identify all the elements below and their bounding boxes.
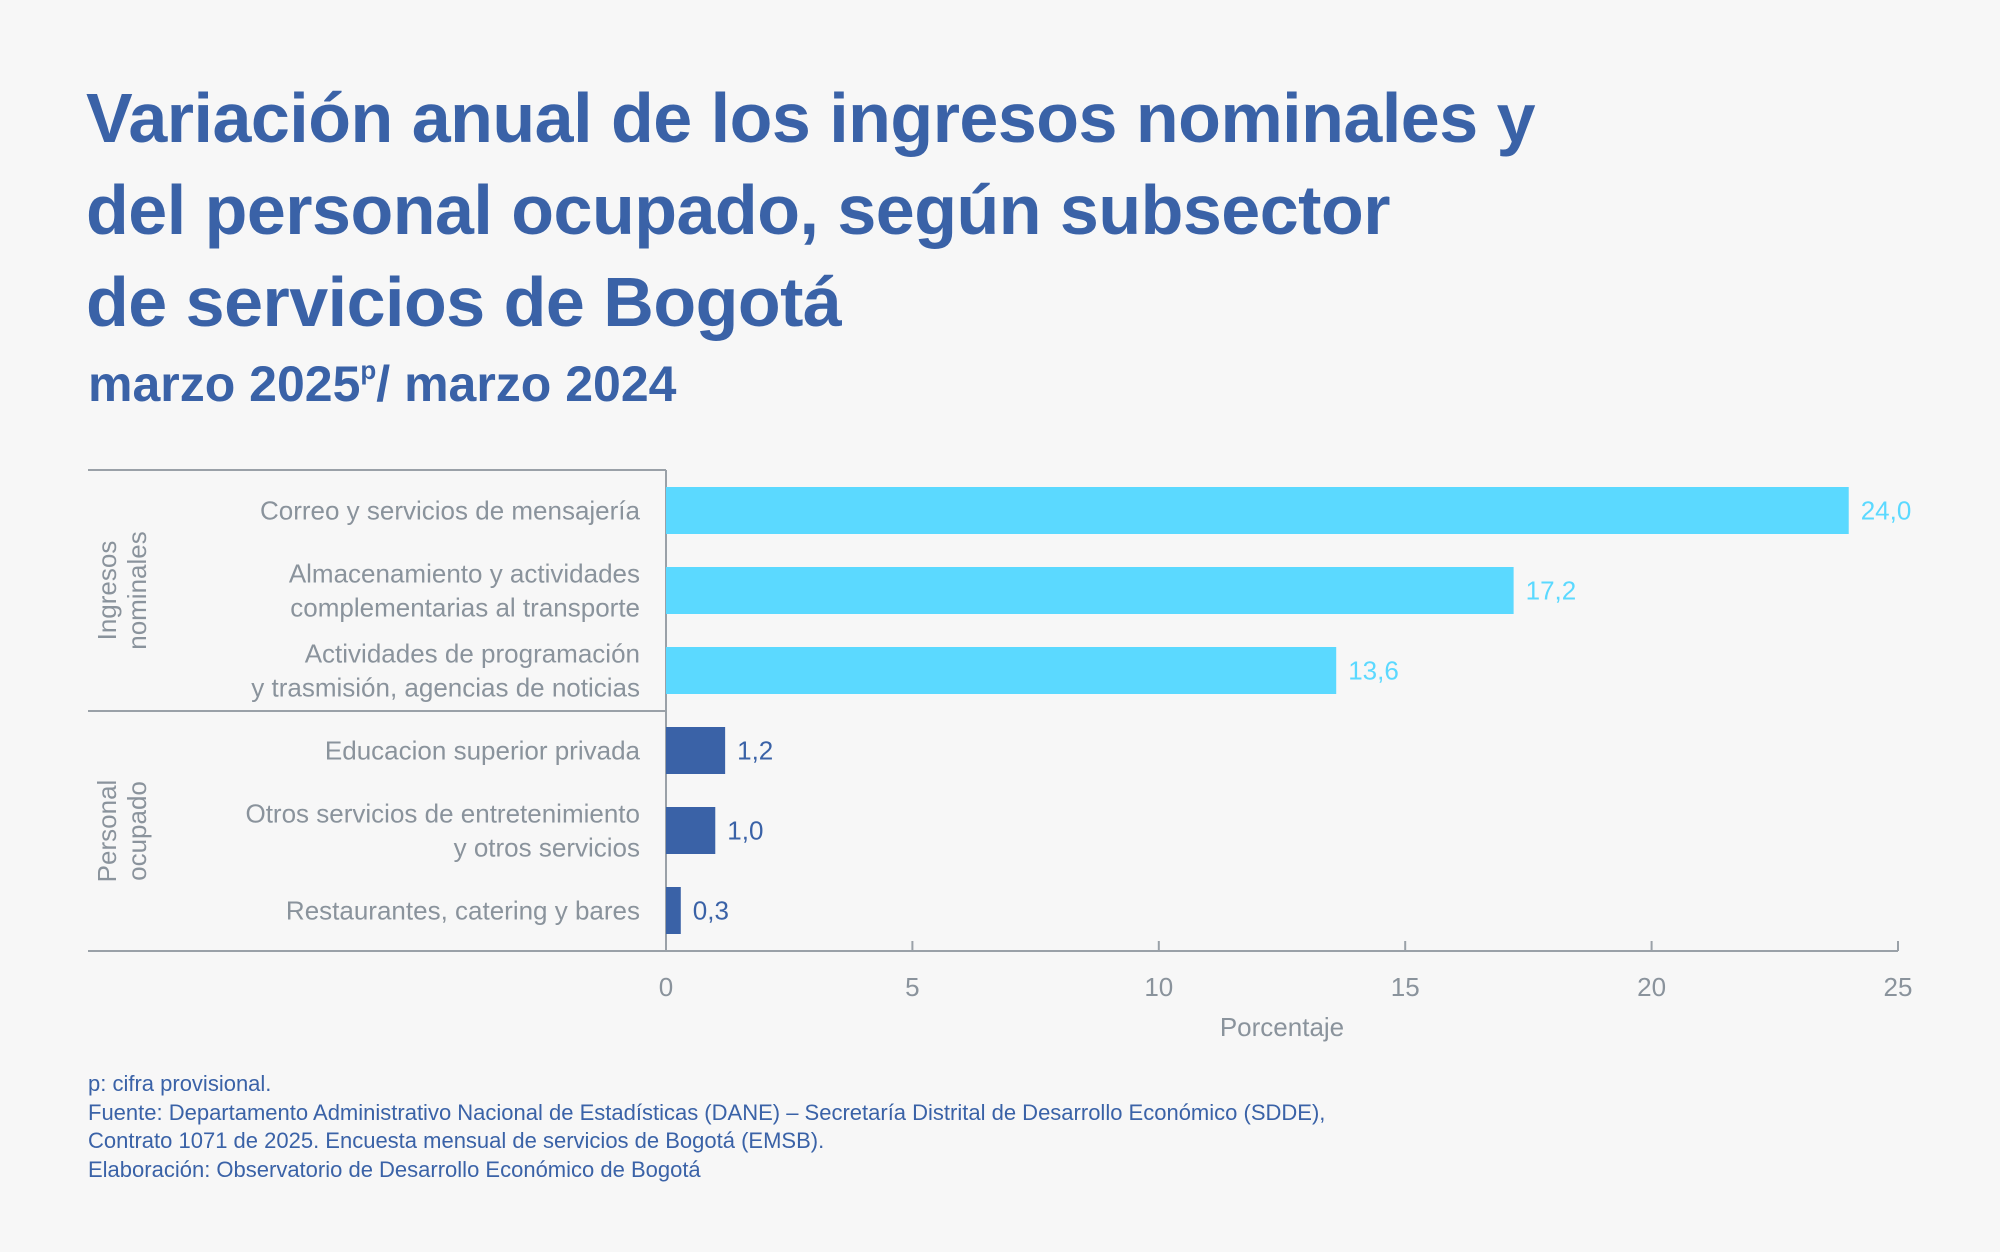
bar xyxy=(666,887,681,934)
bar xyxy=(666,807,716,854)
group-label: nominales xyxy=(122,531,152,650)
bar-value-label: 0,3 xyxy=(693,896,729,926)
bar xyxy=(666,727,726,774)
footnote-elaboration: Elaboración: Observatorio de Desarrollo … xyxy=(88,1156,701,1182)
chart-footnotes: p: cifra provisional. Fuente: Departamen… xyxy=(88,1070,1325,1184)
x-axis-title: Porcentaje xyxy=(1220,1012,1344,1042)
footnote-provisional: p: cifra provisional. xyxy=(88,1071,272,1096)
subtitle-start: marzo 2025 xyxy=(88,356,361,412)
chart-subtitle: marzo 2025p/ marzo 2024 xyxy=(88,355,676,413)
category-label: y otros servicios xyxy=(454,833,640,863)
category-label: Almacenamiento y actividades xyxy=(289,559,640,589)
category-label: y trasmisión, agencias de noticias xyxy=(251,673,640,703)
group-label: ocupado xyxy=(122,781,152,881)
x-tick-label: 5 xyxy=(905,972,919,1002)
category-label: Otros servicios de entretenimiento xyxy=(245,799,640,829)
category-label: complementarias al transporte xyxy=(290,593,640,623)
chart-title-line: del personal ocupado, según subsector xyxy=(86,171,1390,249)
category-label: Educacion superior privada xyxy=(325,736,641,766)
bar-value-label: 1,2 xyxy=(737,736,773,766)
bar-value-label: 13,6 xyxy=(1348,656,1399,686)
x-tick-label: 0 xyxy=(659,972,673,1002)
group-label: Ingresos xyxy=(92,541,122,641)
footnote-source-cont: Contrato 1071 de 2025. Encuesta mensual … xyxy=(88,1128,825,1153)
footnote-source: Fuente: Departamento Administrativo Naci… xyxy=(88,1099,1326,1125)
chart-title-line: de servicios de Bogotá xyxy=(86,263,842,341)
bar-value-label: 17,2 xyxy=(1526,576,1577,606)
bar-value-label: 1,0 xyxy=(727,816,763,846)
x-tick-label: 20 xyxy=(1637,972,1666,1002)
bar-value-label: 24,0 xyxy=(1861,496,1912,526)
x-tick-label: 15 xyxy=(1391,972,1420,1002)
bar xyxy=(666,487,1849,534)
chart-title-line: Variación anual de los ingresos nominale… xyxy=(86,79,1536,157)
group-label: Personal xyxy=(92,780,122,883)
category-label: Correo y servicios de mensajería xyxy=(260,496,641,526)
subtitle-end: / marzo 2024 xyxy=(376,356,677,412)
category-label: Actividades de programación xyxy=(305,639,640,669)
chart-title: Variación anual de los ingresos nominale… xyxy=(86,72,1886,348)
provisional-mark: p xyxy=(360,355,377,385)
bar xyxy=(666,647,1337,694)
x-tick-label: 10 xyxy=(1144,972,1173,1002)
x-tick-label: 25 xyxy=(1884,972,1913,1002)
category-label: Restaurantes, catering y bares xyxy=(286,896,640,926)
bar xyxy=(666,567,1514,614)
